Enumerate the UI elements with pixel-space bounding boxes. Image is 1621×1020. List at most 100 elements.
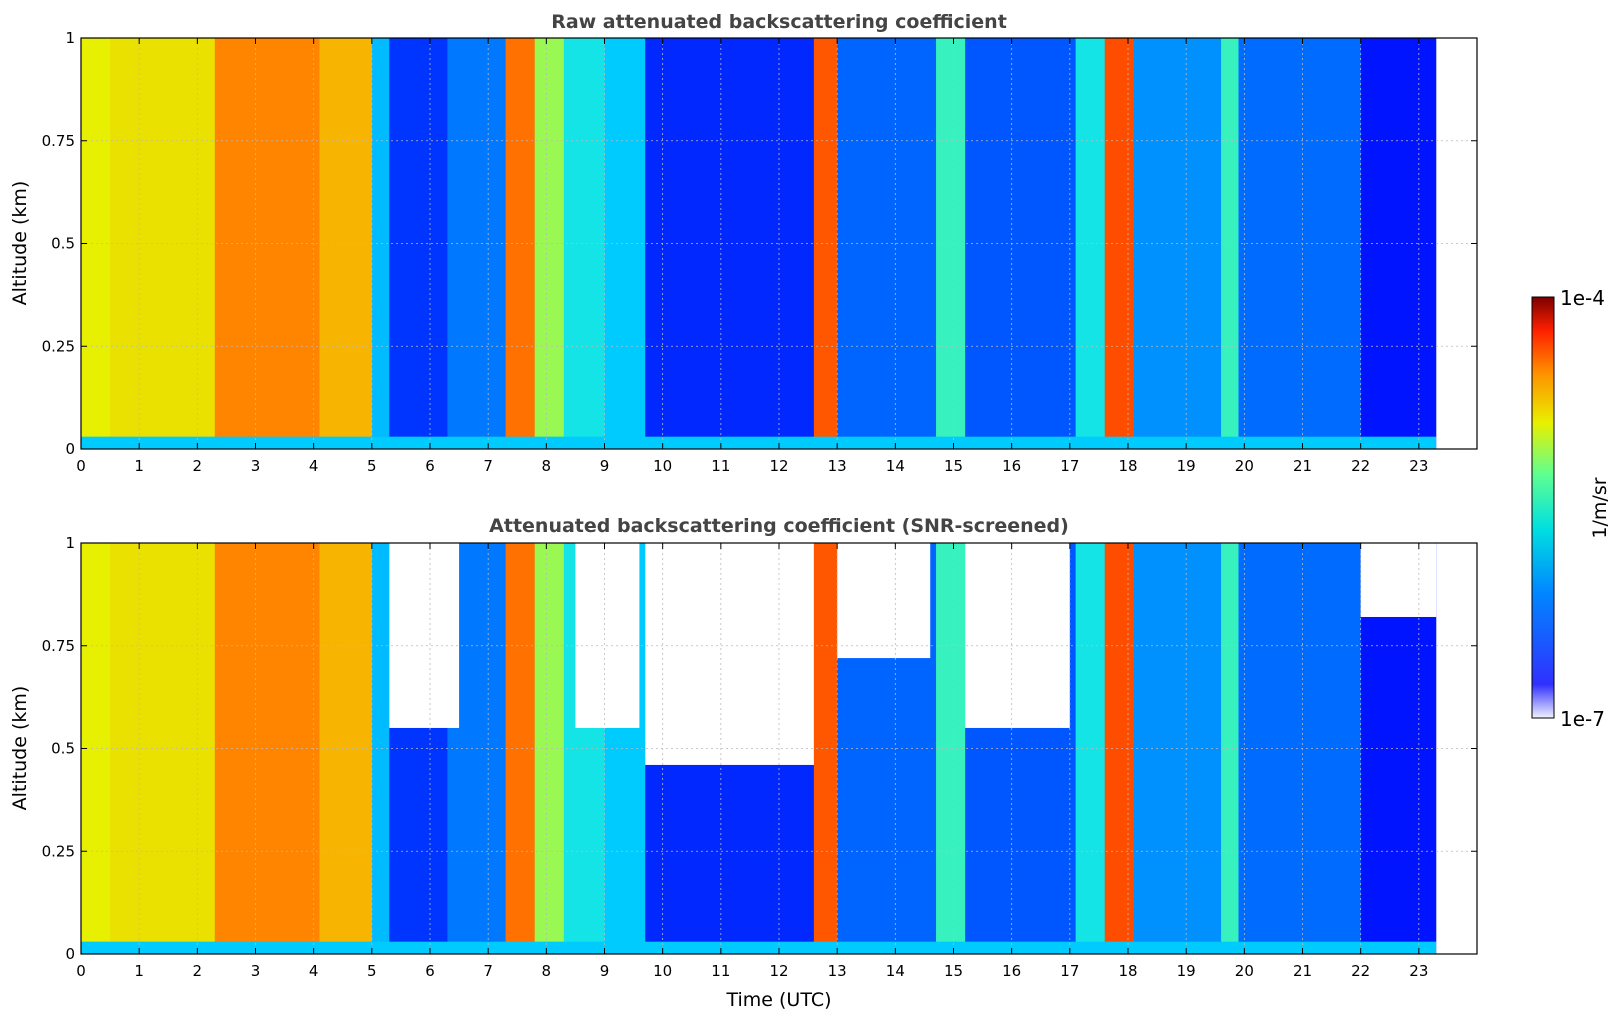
x-tick-label: 11 <box>711 962 730 980</box>
x-tick-label: 5 <box>367 457 377 475</box>
x-tick-label: 10 <box>653 457 672 475</box>
x-tick-label: 9 <box>600 962 610 980</box>
colorbar-max-label: 1e-4 <box>1560 286 1605 310</box>
x-tick-label: 4 <box>309 962 319 980</box>
x-tick-label: 19 <box>1177 457 1196 475</box>
heatmap-band <box>1221 543 1240 954</box>
x-tick-label: 21 <box>1293 962 1312 980</box>
x-tick-label: 1 <box>134 457 144 475</box>
y-tick-label: 0.5 <box>51 235 75 253</box>
x-tick-label: 6 <box>425 457 435 475</box>
heatmap-band <box>936 38 966 449</box>
screened-region <box>645 543 814 765</box>
x-tick-label: 14 <box>886 962 905 980</box>
heatmap-band <box>1238 543 1362 954</box>
screened-region <box>965 543 1070 728</box>
x-tick-label: 9 <box>600 457 610 475</box>
panel-screened-title: Attenuated backscattering coefficient (S… <box>489 515 1069 537</box>
x-tick-label: 11 <box>711 457 730 475</box>
x-tick-label: 22 <box>1351 962 1370 980</box>
x-tick-label: 10 <box>653 962 672 980</box>
heatmap-band <box>645 38 815 449</box>
panel-raw-y-ticks: 0 0.25 0.5 0.75 1 <box>42 29 1477 458</box>
x-tick-label: 4 <box>309 457 319 475</box>
x-tick-label: 16 <box>1002 962 1021 980</box>
panel-raw-grid <box>80 37 1477 450</box>
x-tick-label: 22 <box>1351 457 1370 475</box>
x-tick-label: 8 <box>542 457 552 475</box>
x-tick-label: 21 <box>1293 457 1312 475</box>
heatmap-band <box>1075 38 1106 449</box>
panel-screened-x-ticks: 0 1 2 3 4 5 6 7 8 9 10 11 12 13 14 15 16 17 18 19 20 21 22 23 <box>76 543 1428 980</box>
x-tick-label: 13 <box>828 457 847 475</box>
x-tick-label: 17 <box>1060 457 1079 475</box>
x-tick-label: 2 <box>193 457 203 475</box>
colorbar-label: 1/m/sr <box>1589 477 1611 538</box>
x-tick-label: 8 <box>542 962 552 980</box>
panel-screened: Attenuated backscattering coefficient (S… <box>9 515 1478 1011</box>
screened-region <box>837 543 931 659</box>
x-tick-label: 1 <box>134 962 144 980</box>
panel-raw-ylabel: Altitude (km) <box>9 181 31 306</box>
colorbar-gradient <box>1531 296 1555 719</box>
heatmap-band <box>505 543 536 954</box>
x-tick-label: 23 <box>1409 457 1428 475</box>
y-tick-label: 0.75 <box>42 132 75 150</box>
panel-raw-x-ticks: 0 1 2 3 4 5 6 7 8 9 10 11 12 13 14 15 16 17 18 19 20 21 22 23 <box>76 38 1428 475</box>
heatmap-band <box>319 38 373 449</box>
x-tick-label: 15 <box>944 457 963 475</box>
x-tick-label: 17 <box>1060 962 1079 980</box>
x-tick-label: 3 <box>251 962 261 980</box>
y-tick-label: 0.25 <box>42 842 75 860</box>
y-tick-label: 1 <box>65 534 75 552</box>
heatmap-band <box>563 38 605 449</box>
x-tick-label: 12 <box>769 457 788 475</box>
x-tick-label: 18 <box>1118 962 1137 980</box>
x-tick-label: 20 <box>1235 457 1254 475</box>
colorbar-min-label: 1e-7 <box>1560 707 1605 731</box>
x-tick-label: 15 <box>944 962 963 980</box>
heatmap-band <box>604 38 646 449</box>
heatmap-band <box>1238 38 1362 449</box>
x-tick-label: 3 <box>251 457 261 475</box>
heatmap-band <box>1104 543 1135 954</box>
x-tick-label: 23 <box>1409 962 1428 980</box>
heatmap-band <box>936 543 966 954</box>
x-tick-label: 2 <box>193 962 203 980</box>
heatmap-band <box>319 543 373 954</box>
heatmap-band <box>1221 38 1240 449</box>
heatmap-band <box>534 38 565 449</box>
colorbar: 1e-4 1e-7 1/m/sr <box>1531 286 1611 731</box>
x-tick-label: 6 <box>425 962 435 980</box>
heatmap-band <box>1075 543 1106 954</box>
x-tick-label: 13 <box>828 962 847 980</box>
heatmap-band <box>505 38 536 449</box>
surface-layer <box>81 436 1437 449</box>
heatmap-band <box>389 38 448 449</box>
screened-region <box>575 543 640 728</box>
y-tick-label: 0.75 <box>42 637 75 655</box>
y-tick-label: 0.5 <box>51 740 75 758</box>
x-tick-label: 14 <box>886 457 905 475</box>
screened-region <box>1360 543 1437 617</box>
x-tick-label: 20 <box>1235 962 1254 980</box>
y-tick-label: 0 <box>65 440 75 458</box>
y-tick-label: 0 <box>65 945 75 963</box>
panel-screened-y-ticks: 0 0.25 0.5 0.75 1 <box>42 534 1477 963</box>
x-tick-label: 7 <box>483 457 493 475</box>
heatmap-band <box>1360 38 1437 449</box>
heatmap-band <box>1104 38 1135 449</box>
x-tick-label: 16 <box>1002 457 1021 475</box>
y-tick-label: 0.25 <box>42 337 75 355</box>
x-tick-label: 19 <box>1177 962 1196 980</box>
panel-raw-title: Raw attenuated backscattering coefficien… <box>551 11 1007 33</box>
heatmap-band <box>534 543 565 954</box>
x-tick-label: 0 <box>76 457 86 475</box>
x-tick-label: 0 <box>76 962 86 980</box>
x-tick-label: 12 <box>769 962 788 980</box>
x-tick-label: 7 <box>483 962 493 980</box>
panel-raw: Raw attenuated backscattering coefficien… <box>9 11 1478 475</box>
x-tick-label: 5 <box>367 962 377 980</box>
screened-region <box>389 543 460 728</box>
